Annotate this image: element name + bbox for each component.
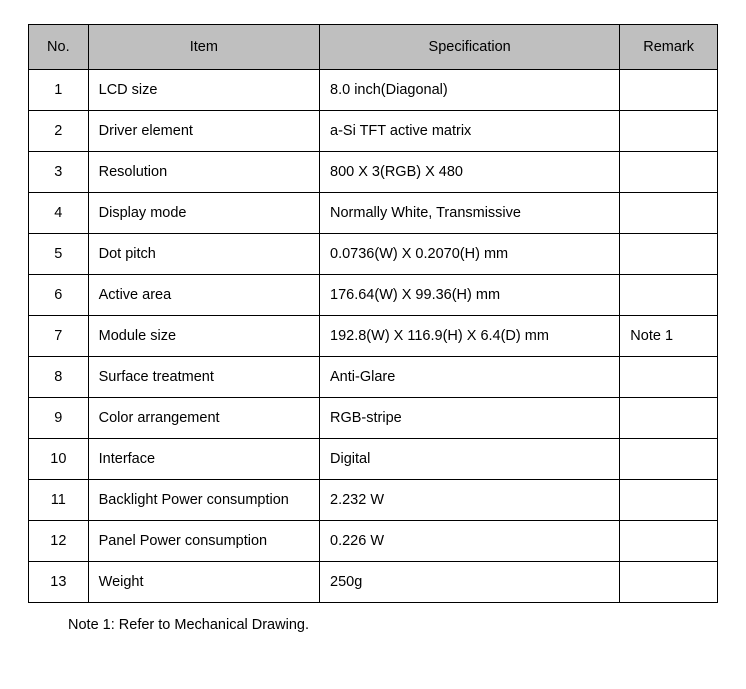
cell-spec: 800 X 3(RGB) X 480 (320, 152, 620, 193)
table-row: 11Backlight Power consumption2.232 W (29, 480, 718, 521)
table-row: 4Display modeNormally White, Transmissiv… (29, 193, 718, 234)
cell-no: 1 (29, 70, 89, 111)
cell-spec: RGB-stripe (320, 398, 620, 439)
cell-item: Display mode (88, 193, 319, 234)
cell-item: Panel Power consumption (88, 521, 319, 562)
cell-item: Resolution (88, 152, 319, 193)
header-spec: Specification (320, 25, 620, 70)
cell-spec: 0.226 W (320, 521, 620, 562)
cell-remark (620, 152, 718, 193)
cell-item: Driver element (88, 111, 319, 152)
cell-item: Active area (88, 275, 319, 316)
cell-remark (620, 521, 718, 562)
cell-spec: Anti-Glare (320, 357, 620, 398)
cell-item: Dot pitch (88, 234, 319, 275)
note-text: Note 1: Refer to Mechanical Drawing. (28, 617, 718, 633)
cell-no: 11 (29, 480, 89, 521)
cell-spec: 250g (320, 562, 620, 603)
cell-item: LCD size (88, 70, 319, 111)
cell-remark (620, 562, 718, 603)
cell-no: 10 (29, 439, 89, 480)
cell-no: 5 (29, 234, 89, 275)
cell-remark: Note 1 (620, 316, 718, 357)
cell-no: 6 (29, 275, 89, 316)
cell-remark (620, 439, 718, 480)
table-row: 12Panel Power consumption0.226 W (29, 521, 718, 562)
header-item: Item (88, 25, 319, 70)
cell-spec: 2.232 W (320, 480, 620, 521)
cell-remark (620, 398, 718, 439)
cell-remark (620, 480, 718, 521)
cell-spec: Digital (320, 439, 620, 480)
cell-remark (620, 193, 718, 234)
cell-item: Module size (88, 316, 319, 357)
cell-no: 2 (29, 111, 89, 152)
header-no: No. (29, 25, 89, 70)
cell-spec: 176.64(W) X 99.36(H) mm (320, 275, 620, 316)
cell-no: 8 (29, 357, 89, 398)
cell-remark (620, 357, 718, 398)
cell-item: Weight (88, 562, 319, 603)
table-row: 7Module size192.8(W) X 116.9(H) X 6.4(D)… (29, 316, 718, 357)
cell-no: 4 (29, 193, 89, 234)
cell-item: Interface (88, 439, 319, 480)
cell-spec: Normally White, Transmissive (320, 193, 620, 234)
header-remark: Remark (620, 25, 718, 70)
table-row: 5Dot pitch0.0736(W) X 0.2070(H) mm (29, 234, 718, 275)
cell-no: 9 (29, 398, 89, 439)
table-row: 8Surface treatmentAnti-Glare (29, 357, 718, 398)
table-row: 10InterfaceDigital (29, 439, 718, 480)
cell-spec: a-Si TFT active matrix (320, 111, 620, 152)
cell-no: 12 (29, 521, 89, 562)
cell-no: 7 (29, 316, 89, 357)
cell-remark (620, 111, 718, 152)
cell-no: 3 (29, 152, 89, 193)
table-row: 2Driver elementa-Si TFT active matrix (29, 111, 718, 152)
cell-item: Backlight Power consumption (88, 480, 319, 521)
cell-spec: 0.0736(W) X 0.2070(H) mm (320, 234, 620, 275)
table-row: 13Weight250g (29, 562, 718, 603)
cell-spec: 8.0 inch(Diagonal) (320, 70, 620, 111)
cell-spec: 192.8(W) X 116.9(H) X 6.4(D) mm (320, 316, 620, 357)
cell-remark (620, 70, 718, 111)
table-row: 1LCD size8.0 inch(Diagonal) (29, 70, 718, 111)
cell-remark (620, 234, 718, 275)
spec-table: No. Item Specification Remark 1LCD size8… (28, 24, 718, 603)
table-header-row: No. Item Specification Remark (29, 25, 718, 70)
cell-no: 13 (29, 562, 89, 603)
cell-item: Color arrangement (88, 398, 319, 439)
cell-item: Surface treatment (88, 357, 319, 398)
table-row: 6Active area176.64(W) X 99.36(H) mm (29, 275, 718, 316)
table-row: 9Color arrangementRGB-stripe (29, 398, 718, 439)
table-row: 3Resolution800 X 3(RGB) X 480 (29, 152, 718, 193)
cell-remark (620, 275, 718, 316)
